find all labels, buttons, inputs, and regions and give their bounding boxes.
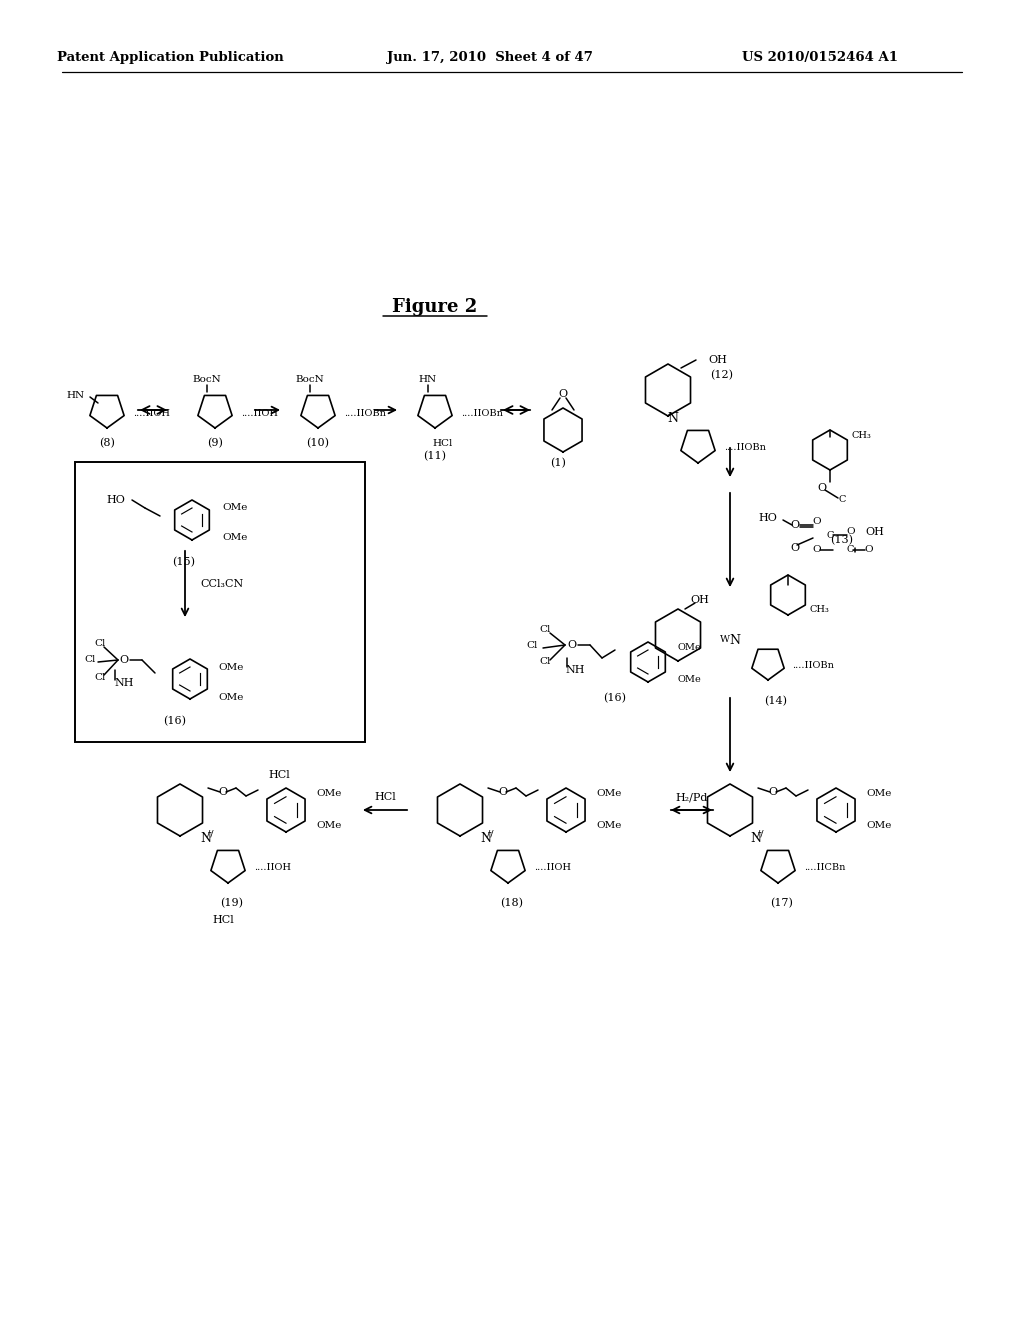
Text: Cl: Cl <box>94 672 105 681</box>
Text: HN: HN <box>67 392 85 400</box>
Bar <box>75 462 365 742</box>
Text: HCl: HCl <box>212 915 233 925</box>
Text: OMe: OMe <box>316 821 341 830</box>
Text: ....IIOH: ....IIOH <box>241 408 278 417</box>
Text: (15): (15) <box>172 557 196 568</box>
Text: CH₃: CH₃ <box>810 606 829 615</box>
Text: (13): (13) <box>830 535 853 545</box>
Text: OMe: OMe <box>222 503 248 512</box>
Text: Jun. 17, 2010  Sheet 4 of 47: Jun. 17, 2010 Sheet 4 of 47 <box>387 51 593 65</box>
Text: C: C <box>826 531 834 540</box>
Text: Cl: Cl <box>84 656 95 664</box>
Text: (16): (16) <box>164 715 186 726</box>
Text: ....IICBn: ....IICBn <box>804 863 846 873</box>
Text: (14): (14) <box>765 696 787 706</box>
Text: OH: OH <box>690 595 710 605</box>
Text: O: O <box>791 520 800 531</box>
Text: OMe: OMe <box>222 533 248 543</box>
Text: OH: OH <box>708 355 727 366</box>
Text: O: O <box>120 655 129 665</box>
Text: HCl: HCl <box>433 438 454 447</box>
Text: O: O <box>558 389 567 399</box>
Text: (8): (8) <box>99 438 115 449</box>
Text: (16): (16) <box>603 693 627 704</box>
Text: O: O <box>847 528 855 536</box>
Text: OMe: OMe <box>596 789 622 799</box>
Text: OMe: OMe <box>678 676 701 685</box>
Text: ....IIOH: ....IIOH <box>254 863 291 873</box>
Text: Patent Application Publication: Patent Application Publication <box>56 51 284 65</box>
Text: OH: OH <box>865 527 884 537</box>
Text: (17): (17) <box>771 898 794 908</box>
Text: OMe: OMe <box>596 821 622 830</box>
Text: BocN: BocN <box>296 375 325 384</box>
Text: //: // <box>486 829 494 838</box>
Text: O: O <box>499 787 508 797</box>
Text: //: // <box>757 829 763 838</box>
Text: ....IIOBn: ....IIOBn <box>792 661 834 671</box>
Text: N: N <box>751 832 762 845</box>
Text: NH: NH <box>115 678 134 688</box>
Text: OMe: OMe <box>866 789 891 799</box>
Text: ....IIOBn: ....IIOBn <box>344 408 386 417</box>
Text: CH₃: CH₃ <box>852 430 871 440</box>
Text: OMe: OMe <box>866 821 891 830</box>
Text: N: N <box>201 832 212 845</box>
Text: OMe: OMe <box>316 789 341 799</box>
Text: OMe: OMe <box>218 663 244 672</box>
Text: (9): (9) <box>207 438 223 449</box>
Text: HN: HN <box>419 375 437 384</box>
Text: ....IIOBn: ....IIOBn <box>724 442 766 451</box>
Text: ....IIOH: ....IIOH <box>534 863 571 873</box>
Text: CCl₃CN: CCl₃CN <box>200 579 244 589</box>
Text: O: O <box>813 545 821 554</box>
Text: Cl: Cl <box>540 657 551 667</box>
Text: O: O <box>768 787 777 797</box>
Text: O: O <box>218 787 227 797</box>
Text: (18): (18) <box>501 898 523 908</box>
Text: ....IIOH: ....IIOH <box>133 408 170 417</box>
Text: ....IIOBn: ....IIOBn <box>461 408 503 417</box>
Text: BocN: BocN <box>193 375 221 384</box>
Text: (10): (10) <box>306 438 330 449</box>
Text: US 2010/0152464 A1: US 2010/0152464 A1 <box>742 51 898 65</box>
Text: HCl: HCl <box>268 770 290 780</box>
Text: O: O <box>813 517 821 527</box>
Text: O: O <box>817 483 826 492</box>
Text: Cl: Cl <box>526 640 538 649</box>
Text: N: N <box>480 832 492 845</box>
Text: O: O <box>567 640 577 649</box>
Text: Cl: Cl <box>94 639 105 648</box>
Text: (1): (1) <box>550 458 566 469</box>
Text: Cl: Cl <box>540 626 551 635</box>
Text: N: N <box>729 634 740 647</box>
Text: (19): (19) <box>220 898 244 908</box>
Text: O: O <box>791 543 800 553</box>
Text: (12): (12) <box>710 370 733 380</box>
Text: (11): (11) <box>424 451 446 461</box>
Text: C: C <box>846 545 854 554</box>
Text: O: O <box>864 545 873 554</box>
Text: N: N <box>668 412 679 425</box>
Text: H₂/Pd: H₂/Pd <box>676 792 709 803</box>
Text: C: C <box>839 495 846 504</box>
Text: W: W <box>720 635 730 644</box>
Text: OMe: OMe <box>678 644 701 652</box>
Text: OMe: OMe <box>218 693 244 701</box>
Text: HO: HO <box>106 495 125 506</box>
Text: Figure 2: Figure 2 <box>392 298 477 315</box>
Text: NH: NH <box>565 665 585 675</box>
Text: HCl: HCl <box>374 792 396 803</box>
Text: HO: HO <box>758 513 777 523</box>
Text: //: // <box>207 829 213 838</box>
